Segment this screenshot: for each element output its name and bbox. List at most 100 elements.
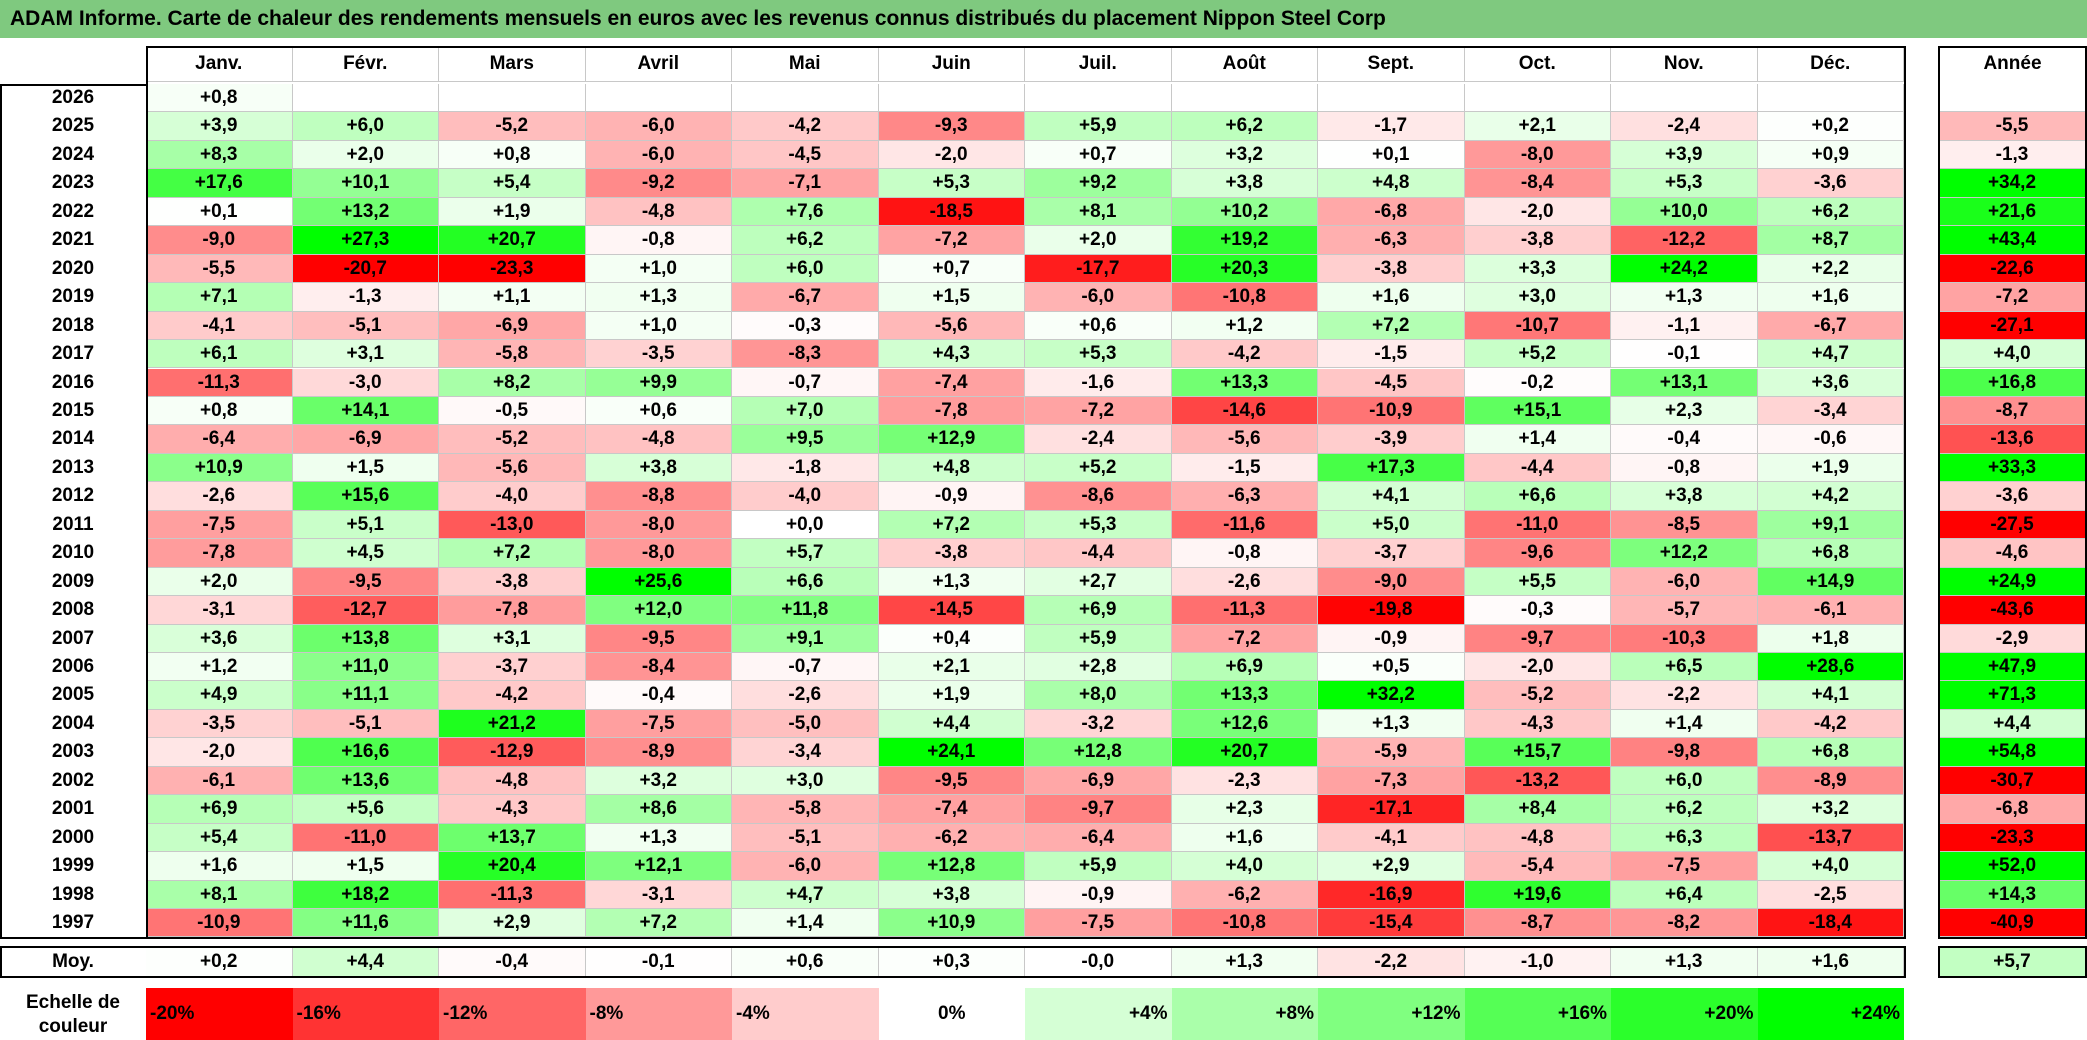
annual-cell: -30,7 (1938, 766, 2087, 796)
annual-cell: +4,0 (1938, 340, 2087, 369)
year-label: 2005 (0, 681, 146, 710)
color-scale-swatch: 0% (878, 987, 1025, 1040)
heatmap-cell (1318, 84, 1465, 113)
heatmap-cell: -11,0 (1464, 510, 1611, 540)
heatmap-cell: +11,6 (292, 909, 439, 938)
heatmap-cell: -3,8 (1318, 254, 1465, 284)
heatmap-cell: -9,5 (878, 766, 1025, 796)
heatmap-cell: -10,9 (146, 909, 293, 938)
heatmap-cell: +2,8 (1025, 653, 1172, 682)
heatmap-cell: -6,4 (1025, 823, 1172, 853)
heatmap-cell: +1,2 (1171, 311, 1318, 341)
heatmap-cell: +1,0 (585, 311, 732, 341)
heatmap-cell: +1,2 (146, 653, 293, 682)
average-cell: +1,3 (1611, 945, 1758, 978)
heatmap-cell: +3,1 (292, 340, 439, 369)
heatmap-cell: -4,1 (146, 311, 293, 341)
annual-cell: -5,5 (1938, 112, 2087, 141)
heatmap-cell: -3,0 (292, 368, 439, 397)
heatmap-cell: -0,8 (1171, 539, 1318, 568)
heatmap-cell: +2,7 (1025, 567, 1172, 597)
heatmap-cell: +2,3 (1171, 795, 1318, 824)
heatmap-cell: +4,5 (292, 539, 439, 568)
month-header: Mars (439, 46, 586, 82)
heatmap-cell: +5,7 (732, 539, 879, 568)
heatmap-cell: +7,6 (732, 197, 879, 227)
heatmap-cell: -13,7 (1757, 823, 1904, 853)
color-scale-swatch: -20% (146, 987, 293, 1040)
heatmap-cell: +15,7 (1464, 738, 1611, 767)
annual-cell: -23,3 (1938, 823, 2087, 853)
heatmap-cell: -7,5 (146, 510, 293, 540)
heatmap-cell: +4,0 (1757, 852, 1904, 881)
heatmap-cell: +1,4 (732, 909, 879, 938)
heatmap-cell: +13,2 (292, 197, 439, 227)
heatmap-cell: -11,3 (146, 368, 293, 397)
heatmap-cell: +1,3 (878, 567, 1025, 597)
heatmap-cell: +19,2 (1171, 226, 1318, 255)
heatmap-cell: +5,4 (439, 169, 586, 198)
year-label: 2011 (0, 510, 146, 540)
heatmap-cell: +6,2 (732, 226, 879, 255)
heatmap-cell: -6,9 (292, 425, 439, 454)
heatmap-cell: +19,6 (1464, 880, 1611, 910)
heatmap-cell: -6,2 (878, 823, 1025, 853)
heatmap-cell: -0,6 (1757, 425, 1904, 454)
heatmap-cell: +3,6 (146, 624, 293, 653)
heatmap-cell: -2,6 (1171, 567, 1318, 597)
heatmap-cell: +3,2 (585, 766, 732, 796)
heatmap-cell: +4,4 (878, 709, 1025, 739)
heatmap-cell: -5,6 (439, 453, 586, 483)
heatmap-cell: -7,8 (146, 539, 293, 568)
heatmap-cell: -9,7 (1025, 795, 1172, 824)
heatmap-cell: -5,1 (292, 311, 439, 341)
heatmap-cell: -9,5 (585, 624, 732, 653)
heatmap-cell: -3,2 (1025, 709, 1172, 739)
year-label: 2022 (0, 197, 146, 227)
heatmap-cell: -5,6 (1171, 425, 1318, 454)
heatmap-cell: -15,4 (1318, 909, 1465, 938)
heatmap-cell: -19,8 (1318, 596, 1465, 625)
heatmap-cell: -5,7 (1611, 596, 1758, 625)
heatmap-cell: -3,5 (585, 340, 732, 369)
heatmap-cell: -9,6 (1464, 539, 1611, 568)
heatmap-cell: +20,4 (439, 852, 586, 881)
heatmap-cell: -4,8 (585, 197, 732, 227)
heatmap-cell: -3,9 (1318, 425, 1465, 454)
heatmap-cell: -20,7 (292, 254, 439, 284)
heatmap-cell: +12,8 (1025, 738, 1172, 767)
annual-cell: -40,9 (1938, 909, 2087, 938)
year-label: 1997 (0, 909, 146, 938)
heatmap-cell: +8,0 (1025, 681, 1172, 710)
heatmap-cell: -9,0 (1318, 567, 1465, 597)
heatmap-cell: -6,9 (439, 311, 586, 341)
heatmap-cell: -4,2 (439, 681, 586, 710)
heatmap-cell: +13,6 (292, 766, 439, 796)
heatmap-cell: +7,2 (585, 909, 732, 938)
heatmap-cell: +0,5 (1318, 653, 1465, 682)
heatmap-cell: -8,7 (1464, 909, 1611, 938)
heatmap-cell: +12,6 (1171, 709, 1318, 739)
annual-cell: -6,8 (1938, 795, 2087, 824)
heatmap-cell: -11,0 (292, 823, 439, 853)
heatmap-cell: +10,0 (1611, 197, 1758, 227)
average-cell: -2,2 (1318, 945, 1465, 978)
heatmap-cell: +0,2 (1757, 112, 1904, 141)
year-label: 2021 (0, 226, 146, 255)
heatmap-cell: -8,9 (585, 738, 732, 767)
heatmap-cell: -3,5 (146, 709, 293, 739)
heatmap-cell: +4,0 (1171, 852, 1318, 881)
heatmap-cell: -7,5 (585, 709, 732, 739)
heatmap-cell: -0,4 (1611, 425, 1758, 454)
annual-cell: +54,8 (1938, 738, 2087, 767)
heatmap-cell: +7,2 (1318, 311, 1465, 341)
year-label: 2024 (0, 140, 146, 170)
heatmap-cell: -13,2 (1464, 766, 1611, 796)
heatmap-cell: +9,1 (732, 624, 879, 653)
heatmap-cell: -7,1 (732, 169, 879, 198)
heatmap-cell: +12,0 (585, 596, 732, 625)
heatmap-cell: +1,3 (585, 283, 732, 312)
heatmap-cell: -8,0 (585, 539, 732, 568)
heatmap-cell: +4,7 (1757, 340, 1904, 369)
heatmap-cell: -0,9 (1025, 880, 1172, 910)
